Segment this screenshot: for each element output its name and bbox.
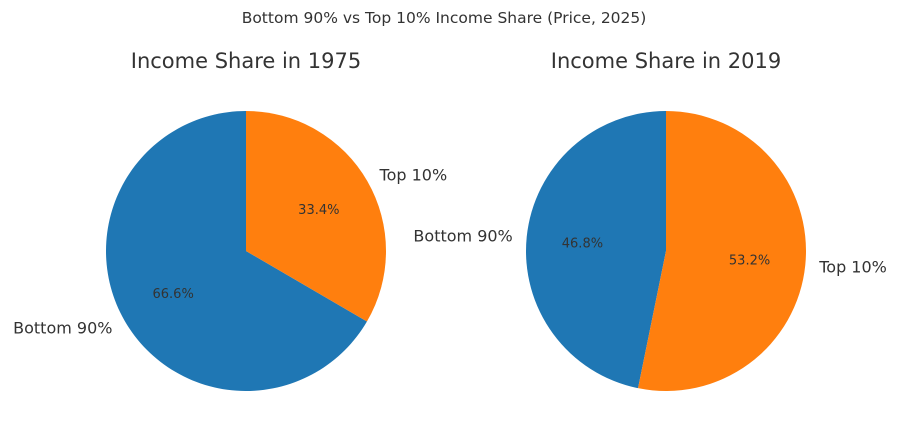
- pie-category-label-top-10: Top 10%: [818, 257, 887, 276]
- pie-slice-bottom-90: [106, 111, 367, 392]
- pie-slice-top-10: [638, 111, 806, 391]
- pie-slices-1975: [106, 111, 387, 392]
- pie-category-label-top-10: Top 10%: [379, 165, 448, 184]
- pie-value-label-top-10: 53.2%: [729, 253, 770, 268]
- pie-value-label-bottom-90: 46.8%: [562, 237, 603, 252]
- pie-labels-1975: 66.6% Bottom 90% 33.4% Top 10%: [13, 165, 447, 337]
- pie-category-label-bottom-90: Bottom 90%: [13, 319, 112, 338]
- pie-chart-2019: Income Share in 2019 46.8% Bottom 90% 53.2…: [413, 49, 887, 391]
- pie-slices-2019: [525, 111, 806, 391]
- pie-labels-2019: 46.8% Bottom 90% 53.2% Top 10%: [413, 227, 886, 277]
- pie-value-label-top-10: 33.4%: [298, 203, 339, 218]
- chart-title-1975: Income Share in 1975: [131, 49, 362, 73]
- pie-chart-1975: Income Share in 1975 66.6% Bottom 90% 33.4…: [13, 49, 447, 392]
- chart-title-2019: Income Share in 2019: [551, 49, 782, 73]
- pie-slice-top-10: [246, 111, 387, 322]
- pie-category-label-bottom-90: Bottom 90%: [413, 227, 512, 246]
- pie-value-label-bottom-90: 66.6%: [153, 287, 194, 302]
- pie-slice-bottom-90: [525, 111, 666, 389]
- figure-suptitle: Bottom 90% vs Top 10% Income Share (Pric…: [242, 9, 647, 27]
